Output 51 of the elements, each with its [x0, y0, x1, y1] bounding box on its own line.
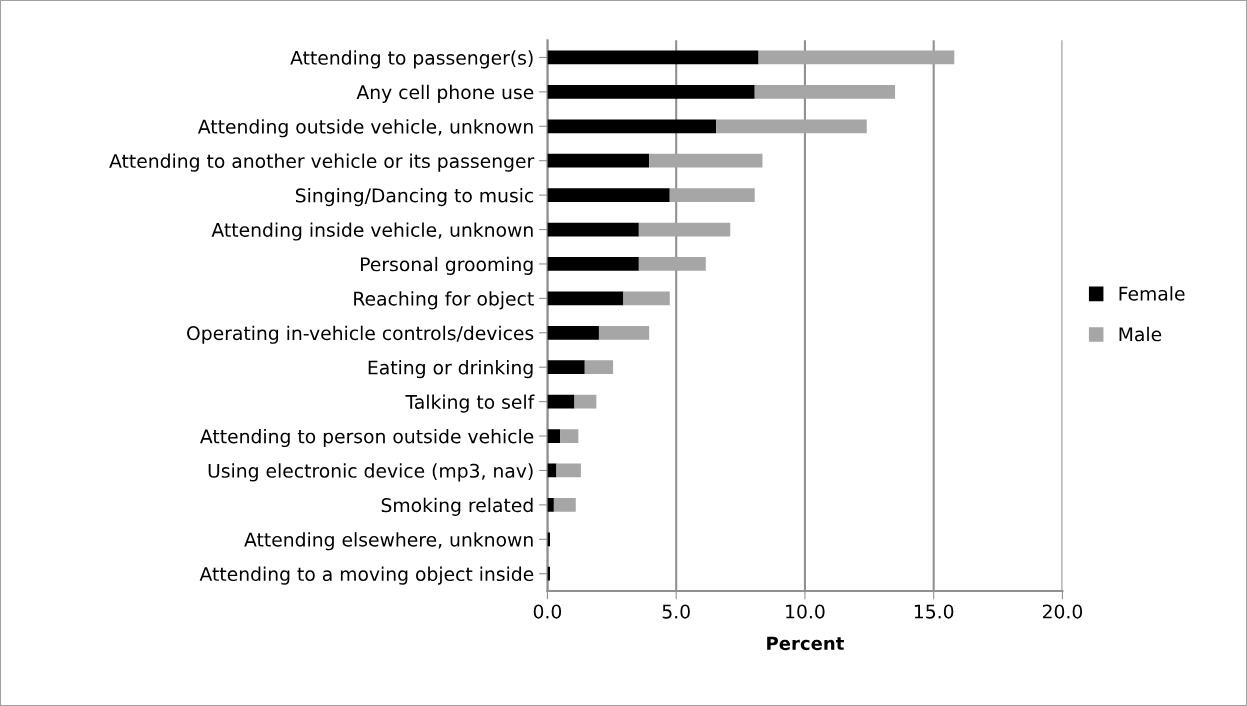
y-tick-label: Attending to another vehicle or its passenger: [109, 153, 535, 172]
bar: [623, 291, 670, 306]
bar: [547, 50, 759, 65]
x-tick-label: 20.0: [1042, 604, 1083, 619]
y-tick-label: Attending to person outside vehicle: [200, 428, 534, 448]
bar: [598, 325, 650, 340]
x-tick-label: 15.0: [914, 604, 954, 619]
bar: [547, 429, 561, 443]
x-tick-label: 0.0: [533, 604, 562, 619]
y-tick-label: Attending to passenger(s): [290, 50, 533, 69]
y-tick-label: Using electronic device (mp3, nav): [208, 463, 533, 482]
bar: [547, 394, 575, 409]
bar: [754, 84, 896, 99]
y-tick-label: Reaching for object: [354, 291, 534, 310]
x-tick-label: 10.0: [786, 604, 825, 619]
bar: [547, 153, 650, 168]
bar: [638, 257, 706, 271]
legend-label: Male: [1119, 326, 1162, 342]
x-axis-title: Percent: [767, 636, 844, 651]
y-tick-label: Attending outside vehicle, unknown: [197, 119, 533, 138]
bar: [547, 222, 639, 237]
bar: [547, 497, 554, 512]
legend-label: Female: [1119, 286, 1185, 301]
bar: [547, 291, 624, 306]
bar: [716, 119, 867, 134]
bar: [560, 429, 579, 443]
y-tick-label: Attending to a moving object inside: [199, 566, 534, 585]
bar: [669, 188, 755, 202]
x-tick-label: 5.0: [662, 604, 690, 619]
y-tick-label: Singing/Dancing to music: [295, 188, 534, 207]
bar: [553, 497, 576, 512]
bar: [547, 360, 585, 375]
y-tick-label: Attending inside vehicle, unknown: [211, 222, 533, 241]
bar: [547, 325, 599, 340]
bar: [547, 84, 755, 99]
bar: [649, 153, 763, 168]
y-tick-label: Any cell phone use: [356, 84, 534, 103]
y-tick-label: Eating or drinking: [368, 360, 533, 379]
y-tick-label: Talking to self: [405, 394, 535, 413]
bar: [547, 257, 639, 271]
y-tick-label: Operating in-vehicle controls/devices: [187, 325, 534, 344]
bar: [556, 463, 581, 478]
bar: [584, 360, 614, 375]
bar: [547, 119, 717, 134]
bar: [758, 50, 955, 65]
bar: [638, 222, 731, 237]
y-tick-label: Smoking related: [381, 497, 533, 516]
bar: [547, 188, 670, 202]
y-tick-label: Attending elsewhere, unknown: [244, 532, 533, 551]
bar: [574, 394, 597, 409]
y-tick-label: Personal grooming: [361, 256, 533, 275]
